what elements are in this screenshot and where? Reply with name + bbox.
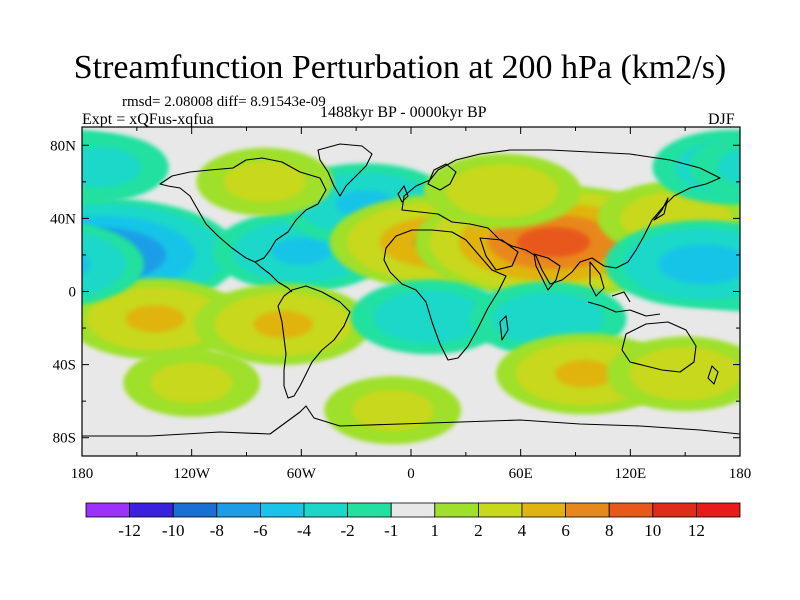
anomaly-center [194, 283, 372, 365]
anomaly-center [350, 279, 508, 355]
anomaly-center [424, 153, 581, 229]
coast-se-asia [589, 261, 605, 297]
x-axis: 180 120W 60W 0 60E 120E 180 [71, 127, 752, 482]
contour-level-wrap [82, 232, 126, 297]
colorbar-label: -6 [253, 521, 267, 540]
colorbar-swatch [129, 502, 174, 518]
colorbar-label: 6 [561, 521, 570, 540]
contour-level [629, 347, 740, 401]
contour-level [351, 389, 434, 431]
anomaly-center [123, 348, 261, 417]
y-tick-label: 0 [69, 285, 77, 301]
coast-central-america [254, 261, 293, 293]
x-tick-label: 60W [287, 466, 317, 482]
stats-text: rmsd= 2.08008 diff= 8.91543e-09 [122, 94, 326, 110]
colorbar-swatch [434, 502, 479, 518]
contour-level [373, 290, 486, 344]
colorbar-label: 12 [688, 521, 705, 540]
coast-india [533, 253, 561, 291]
colorbar-label: 1 [431, 521, 440, 540]
experiment-label: Expt = xQFus-xqfua [82, 111, 214, 128]
anomaly-center [82, 278, 244, 360]
contour-level [253, 310, 313, 338]
y-tick-label: 80N [50, 138, 76, 154]
colorbar-swatch [521, 502, 566, 518]
colorbar-label: -2 [341, 521, 355, 540]
contour-level-wrap [82, 252, 91, 276]
contour-level [517, 227, 591, 258]
colorbar-swatch [696, 502, 741, 518]
colorbar-swatch [259, 502, 305, 518]
colorbar-label: -10 [162, 521, 185, 540]
y-axis: 80N 40N 0 40S 80S [50, 138, 740, 447]
anomaly-center [324, 376, 462, 445]
colorbar-swatch [172, 502, 218, 518]
anomaly-center [82, 220, 740, 308]
coast-greenland [317, 143, 373, 197]
colorbar-swatch [652, 502, 697, 518]
coast-scandinavia [427, 163, 457, 191]
colorbar-label: 8 [605, 521, 614, 540]
colorbar-swatch [85, 502, 130, 518]
coast-indonesia [587, 291, 661, 317]
anomaly-center [196, 147, 334, 216]
anomaly-layer [82, 129, 740, 445]
coastlines [82, 143, 740, 437]
coast-british-isles [397, 185, 409, 203]
coast-africa [383, 229, 507, 361]
colorbar-label: -4 [297, 521, 312, 540]
colorbar-swatch [477, 502, 523, 518]
contour-level [82, 146, 142, 188]
contour-level [271, 237, 331, 265]
coast-australia [621, 321, 697, 373]
y-tick-label: 40N [50, 211, 76, 227]
coast-south-america [277, 285, 351, 399]
colorbar-label: -1 [384, 521, 398, 540]
colorbar-label: 10 [644, 521, 661, 540]
colorbar: -12 -10 -8 -6 -4 -2 -1 1 2 4 6 8 10 12 [85, 502, 741, 540]
x-tick-label: 180 [71, 466, 94, 482]
colorbar-swatch [347, 502, 392, 518]
colorbar-swatch [565, 502, 610, 518]
anomaly-center [82, 133, 740, 202]
contour-level [223, 161, 306, 203]
x-tick-label: 120W [173, 466, 211, 482]
contour-level [446, 164, 559, 218]
colorbar-swatch [390, 502, 436, 518]
y-tick-label: 80S [53, 431, 76, 447]
colorbar-label: 2 [474, 521, 483, 540]
contour-level [492, 292, 605, 346]
chart-title: Streamfunction Perturbation at 200 hPa (… [73, 49, 727, 86]
contour-level [658, 244, 740, 284]
contour-level [555, 360, 615, 388]
period-label: 1488kyr BP - 0000kyr BP [320, 104, 487, 121]
anomaly-center [606, 336, 740, 412]
coast-arabia [479, 237, 519, 271]
x-tick-label: 0 [407, 466, 415, 482]
colorbar-label: 4 [518, 521, 527, 540]
x-tick-label: 180 [729, 466, 752, 482]
contour-level [125, 305, 185, 333]
coast-new-zealand [707, 365, 719, 385]
colorbar-swatch [303, 502, 348, 518]
coast-madagascar [499, 315, 509, 341]
coast-antarctica [82, 405, 740, 437]
colorbar-swatch [608, 502, 654, 518]
coast-japan [653, 197, 669, 221]
x-tick-label: 60E [509, 466, 533, 482]
contour-level-wrap [717, 148, 740, 186]
contour-level [150, 362, 233, 404]
colorbar-label: -12 [118, 521, 141, 540]
colorbar-label: -8 [210, 521, 224, 540]
coast-north-america [159, 157, 327, 263]
colorbar-swatch [216, 502, 261, 518]
contour-level-wrap [689, 134, 740, 200]
season-label: DJF [708, 111, 735, 128]
x-tick-label: 120E [614, 466, 646, 482]
y-tick-label: 40S [53, 358, 76, 374]
